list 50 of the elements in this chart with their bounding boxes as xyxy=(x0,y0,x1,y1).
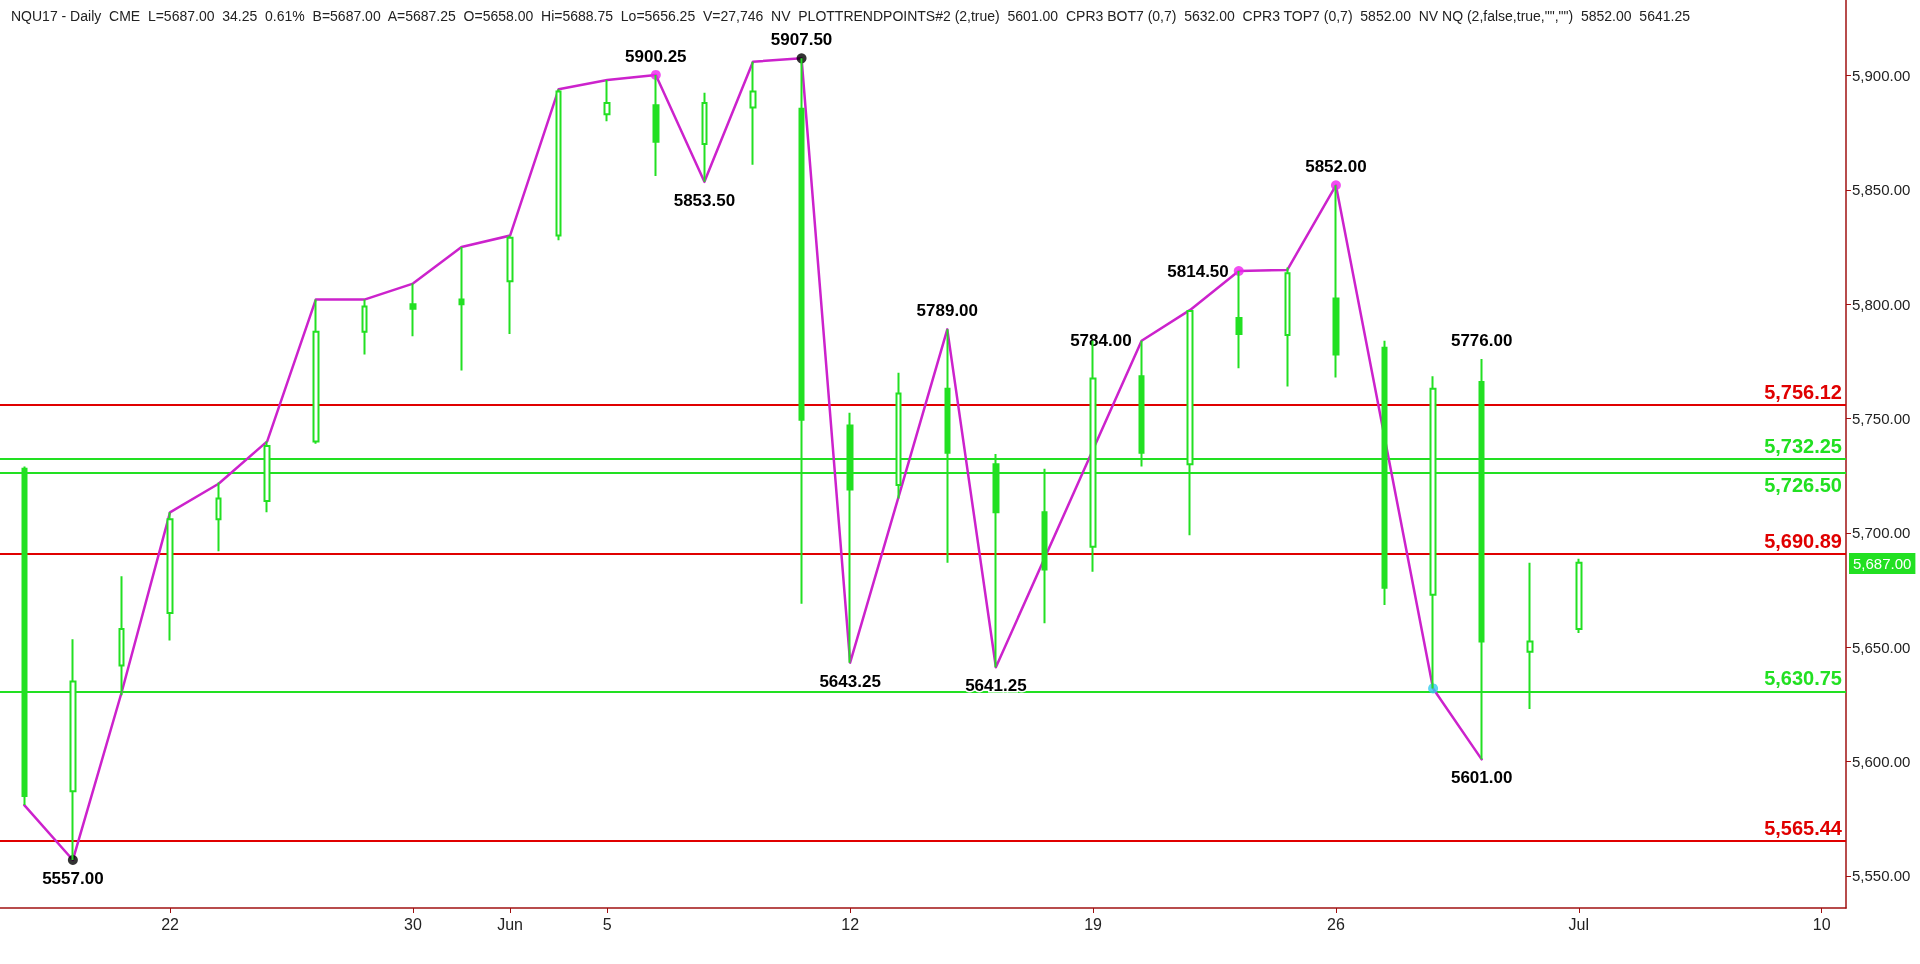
candlestick xyxy=(166,511,174,642)
text: NQU17 - Daily CME L=5687.00 34.25 0.61% B=5687.00 A=5687.25 O=5658.00 Hi=5688.75 Lo=5656.25 V=27,746 NV PLOTTRENDPOINTS#2 (2,true) 5601.00 CPR3 BOT7 (0,7) 5632.00 CPR3 TOP7 (0,7) 5852.00 NV NQ (2,false,true,"","") 5852.00 5641.25 xyxy=(11,8,1691,24)
data-label: 5641.25 xyxy=(965,676,1027,696)
y-tick-label: 5,700.00 xyxy=(1852,524,1911,542)
x-tick-label: 5 xyxy=(602,915,612,933)
candlestick xyxy=(458,246,465,372)
data-label: 5784.00 xyxy=(1070,331,1132,351)
ref-line-label: 5,726.50 xyxy=(1764,474,1842,497)
x-tick-label: 26 xyxy=(1327,915,1345,933)
candlestick xyxy=(701,91,708,183)
x-tick-label: 22 xyxy=(161,915,180,933)
text: 5776.00 xyxy=(1450,331,1513,351)
data-label: 5643.25 xyxy=(819,671,881,691)
candlestick xyxy=(215,481,222,553)
candlestick xyxy=(312,298,320,445)
candlestick xyxy=(555,88,562,242)
ref-line-label: 5,732.25 xyxy=(1764,435,1842,458)
y-tick-label: 5,850.00 xyxy=(1852,181,1911,199)
ref-line-label: 5,630.75 xyxy=(1764,667,1842,690)
data-label: 5789.00 xyxy=(916,301,979,321)
text: 5,687.00 xyxy=(1853,555,1912,572)
x-tick-label: 19 xyxy=(1084,915,1103,933)
candlestick xyxy=(1575,557,1583,634)
data-label: 5853.50 xyxy=(673,190,736,210)
x-tick-label: 30 xyxy=(404,915,422,933)
x-tick-label: 10 xyxy=(1812,915,1831,933)
y-tick-label: 5,650.00 xyxy=(1852,638,1911,656)
candlestick xyxy=(506,234,514,335)
data-label: 5852.00 xyxy=(1305,157,1367,177)
data-label: 5557.00 xyxy=(42,868,104,888)
y-tick-label: 5,800.00 xyxy=(1852,295,1911,313)
x-tick-label: Jul xyxy=(1568,915,1590,933)
candlestick xyxy=(749,60,757,166)
x-tick-label: 12 xyxy=(841,915,860,933)
x-tick-label: Jun xyxy=(497,915,523,933)
y-tick-label: 5,550.00 xyxy=(1852,867,1911,885)
ref-line-label: 5,565.44 xyxy=(1764,816,1843,839)
ref-line-label: 5,690.89 xyxy=(1764,529,1842,552)
ref-line-label: 5,756.12 xyxy=(1764,380,1842,403)
candlestick xyxy=(409,282,417,338)
y-tick-label: 5,600.00 xyxy=(1852,753,1911,771)
data-label: 5814.50 xyxy=(1167,261,1229,281)
y-tick-label: 5,900.00 xyxy=(1852,66,1911,84)
candlestick xyxy=(361,298,368,356)
y-tick-label: 5,750.00 xyxy=(1852,410,1911,428)
data-label: 5907.50 xyxy=(770,30,833,50)
candlestick xyxy=(1284,266,1291,388)
data-label: 5900.25 xyxy=(625,46,687,66)
candlestick xyxy=(603,79,611,123)
data-label: 5601.00 xyxy=(1450,768,1513,788)
